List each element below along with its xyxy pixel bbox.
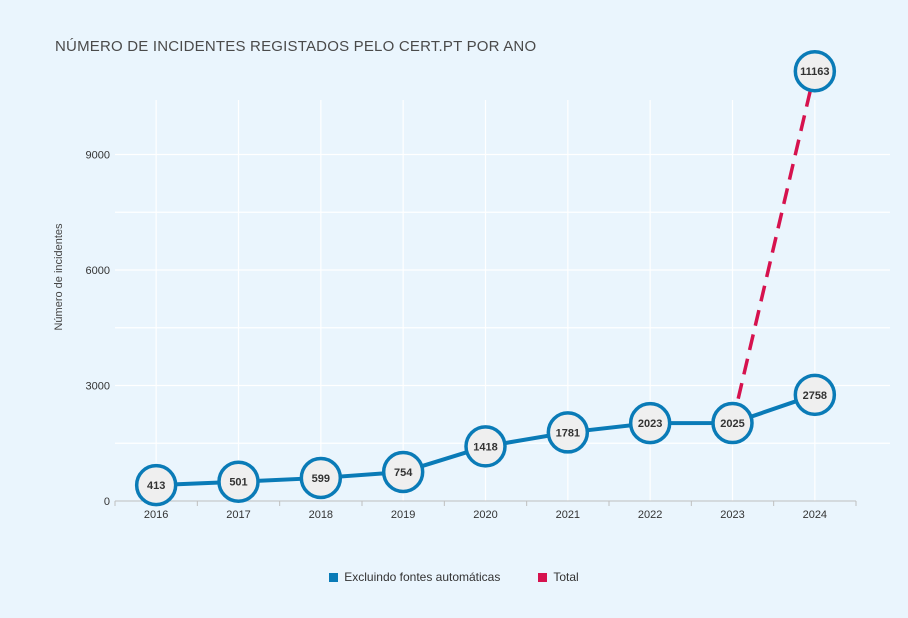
total-series-line xyxy=(730,70,817,424)
data-label: 501 xyxy=(229,477,247,489)
x-tick-label: 2019 xyxy=(391,509,415,521)
y-tick-label: 6000 xyxy=(86,265,110,277)
data-point-marker xyxy=(217,460,260,503)
x-tick-label: 2022 xyxy=(638,509,662,521)
y-tick-label: 3000 xyxy=(86,381,110,393)
y-tick-label: 9000 xyxy=(86,150,110,162)
legend: Excluindo fontes automáticas Total xyxy=(0,570,908,584)
x-tick-label: 2020 xyxy=(473,509,497,521)
x-tick-label: 2018 xyxy=(309,509,333,521)
legend-item-excluding[interactable]: Excluindo fontes automáticas xyxy=(329,570,500,584)
data-label: 599 xyxy=(312,473,330,485)
data-point-marker xyxy=(793,373,837,417)
data-label: 2023 xyxy=(638,418,662,430)
data-label: 413 xyxy=(147,480,165,492)
data-label: 2025 xyxy=(720,418,744,430)
data-point-marker xyxy=(299,456,343,500)
total-point-marker xyxy=(793,49,837,93)
legend-item-total[interactable]: Total xyxy=(538,570,579,584)
data-point-marker xyxy=(628,401,672,445)
legend-label-total: Total xyxy=(553,570,579,584)
legend-swatch-total xyxy=(538,572,548,582)
x-tick-label: 2024 xyxy=(803,509,827,521)
chart-title: NÚMERO DE INCIDENTES REGISTADOS PELO CER… xyxy=(55,38,537,55)
y-tick-label: 0 xyxy=(104,496,110,508)
data-label: 1418 xyxy=(473,441,497,453)
y-axis-label: Número de incidentes xyxy=(53,223,65,331)
data-point-marker xyxy=(546,411,590,454)
data-point-marker xyxy=(464,425,507,468)
legend-swatch-excluding xyxy=(329,572,339,582)
data-label: 2758 xyxy=(803,390,827,402)
total-data-label: 11163 xyxy=(800,66,829,78)
data-label: 1781 xyxy=(556,427,580,439)
data-point-marker xyxy=(711,401,754,445)
x-tick-label: 2023 xyxy=(720,509,744,521)
x-tick-label: 2017 xyxy=(226,509,250,521)
data-label: 754 xyxy=(394,467,413,479)
legend-label-excluding: Excluindo fontes automáticas xyxy=(344,570,501,584)
x-tick-label: 2016 xyxy=(144,509,168,521)
x-tick-label: 2021 xyxy=(556,509,580,521)
data-point-marker xyxy=(134,463,178,507)
data-point-marker xyxy=(381,450,425,494)
